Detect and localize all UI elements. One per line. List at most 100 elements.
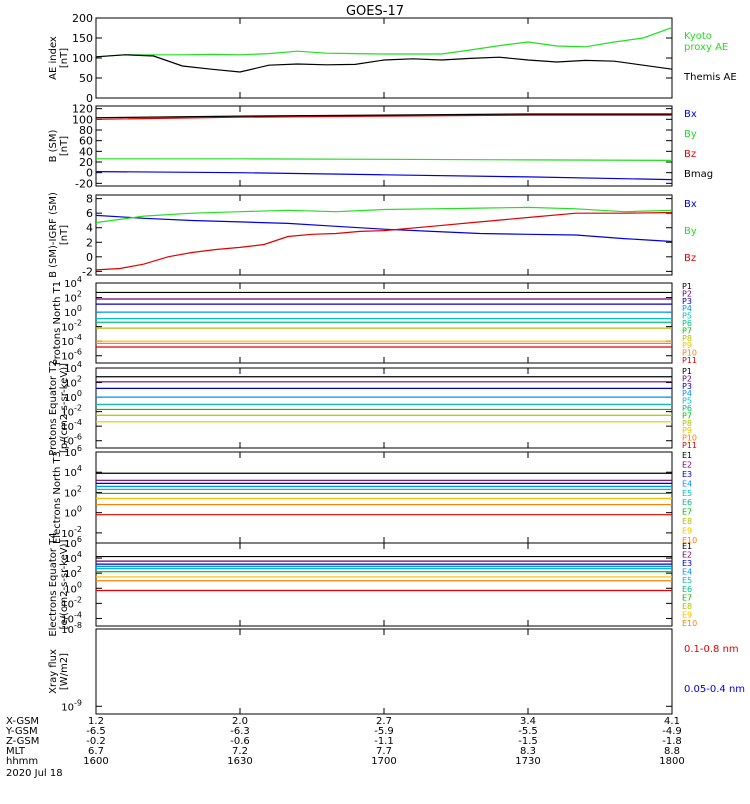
pn-ytick-label: 104 — [64, 275, 82, 290]
bigrf-legend-bx: Bx — [684, 199, 697, 210]
xray-legend-short: 0.05-0.4 nm — [684, 684, 745, 695]
ee-legend-e9: E9 — [682, 610, 692, 619]
xaxis-value: 1.2 — [88, 716, 104, 727]
pe-ylabel-units: [p/(cm2-s-sr-keV)] — [59, 363, 70, 453]
bsm-ytick-label: 40 — [79, 145, 93, 158]
ee-legend-e8: E8 — [682, 602, 692, 611]
bigrf-ytick-label: -2 — [82, 265, 93, 278]
bsm-legend-bmag: Bmag — [684, 169, 713, 180]
pe-legend-p9: P9 — [682, 426, 692, 435]
bsm-legend-bz: Bz — [684, 149, 696, 160]
pn-ylabel: Protons North T1 — [52, 281, 63, 365]
xaxis-row-label: MLT — [6, 746, 26, 757]
xray-ytick-label: 10-9 — [61, 698, 82, 713]
pe-legend-p1: P1 — [682, 367, 692, 376]
en-legend-e8: E8 — [682, 517, 692, 526]
ee-legend-e10: E10 — [682, 619, 697, 628]
pe-legend-p3: P3 — [682, 382, 692, 391]
pn-legend-p4: P4 — [682, 304, 692, 313]
xaxis-value: -0.2 — [86, 736, 106, 747]
bsm-series-bmag — [95, 113, 672, 119]
ee-legend-e4: E4 — [682, 568, 692, 577]
ee-legend-e2: E2 — [682, 551, 692, 560]
xaxis-value: -5.5 — [518, 726, 538, 737]
bsm-series-bz — [95, 114, 672, 120]
ae-series-kyoto-proxy-ae — [95, 27, 673, 58]
pe-ylabel: Protons Equator T2 — [48, 360, 59, 456]
bsm-ytick-label: 0 — [86, 167, 93, 180]
bigrf-ytick-label: 0 — [86, 251, 93, 264]
bsm-ytick-label: 20 — [79, 156, 93, 169]
xaxis-value: 1700 — [371, 756, 396, 767]
pn-ytick-label: 100 — [64, 304, 82, 319]
bigrf-ytick-label: 2 — [86, 236, 93, 249]
bigrf-ytick-label: 8 — [86, 193, 93, 206]
ae-legend-themis: Themis AE — [683, 72, 737, 83]
pe-legend-p5: P5 — [682, 397, 692, 406]
ee-ylabel: Electrons Equator T4 — [48, 532, 59, 636]
xaxis-value: -6.5 — [86, 726, 106, 737]
bsm-ylabel-units: [nT] — [59, 136, 70, 156]
en-ytick-label: 100 — [64, 505, 82, 520]
en-legend-e10: E10 — [682, 536, 697, 545]
xaxis-value: 3.4 — [520, 716, 536, 727]
xray-ylabel-units: [W/m2] — [59, 653, 70, 690]
ae-legend-kyoto: Kyoto — [684, 31, 712, 42]
pe-legend-p7: P7 — [682, 411, 692, 420]
en-ytick-label: 102 — [64, 484, 82, 499]
pn-legend-p6: P6 — [682, 319, 692, 328]
xaxis-value: 2.0 — [232, 716, 248, 727]
xaxis-value: 8.8 — [664, 746, 680, 757]
en-legend-e1: E1 — [682, 451, 692, 460]
pn-ytick-label: 10-4 — [61, 333, 82, 348]
xaxis-value: -6.3 — [230, 726, 250, 737]
pe-legend-p6: P6 — [682, 404, 692, 413]
xaxis-value: -1.8 — [662, 736, 682, 747]
ae-ytick-label: 200 — [72, 12, 93, 25]
xaxis-value: 1630 — [227, 756, 252, 767]
xaxis-value: 6.7 — [88, 746, 104, 757]
xaxis-row-label: X-GSM — [6, 716, 39, 727]
xaxis-value: 2.7 — [376, 716, 392, 727]
xaxis-value: 1730 — [515, 756, 540, 767]
pn-legend-p11: P11 — [682, 356, 697, 365]
bigrf-ytick-label: 4 — [86, 222, 93, 235]
en-legend-e6: E6 — [682, 498, 692, 507]
pe-legend-p10: P10 — [682, 434, 697, 443]
en-legend-e9: E9 — [682, 527, 692, 536]
pn-legend-p9: P9 — [682, 341, 692, 350]
xaxis-value: -1.5 — [518, 736, 538, 747]
xray-legend-long: 0.1-0.8 nm — [684, 644, 739, 655]
en-legend-e5: E5 — [682, 489, 692, 498]
xaxis-value: 8.3 — [520, 746, 536, 757]
en-legend-e7: E7 — [682, 508, 692, 517]
bigrf-frame — [95, 194, 673, 276]
bigrf-ylabel: B (SM)-IGRF (SM) — [48, 192, 59, 278]
pn-legend-p8: P8 — [682, 334, 692, 343]
bsm-ytick-label: 80 — [79, 124, 93, 137]
bigrf-series-bx — [95, 214, 673, 243]
bigrf-series-bz — [95, 211, 673, 271]
bsm-legend-bx: Bx — [684, 109, 697, 120]
en-legend-e4: E4 — [682, 479, 692, 488]
ee-ylabel-units: [e/(cm2-s-sr-keV)] — [59, 539, 70, 629]
pn-frame — [95, 282, 673, 364]
xaxis-value: 7.2 — [232, 746, 248, 757]
pe-legend-p8: P8 — [682, 419, 692, 428]
xaxis-value: 7.7 — [376, 746, 392, 757]
ae-ytick-label: 50 — [79, 72, 93, 85]
ae-ytick-label: 150 — [72, 32, 93, 45]
bsm-legend-by: By — [684, 129, 697, 140]
date-label: 2020 Jul 18 — [6, 768, 63, 779]
bsm-ytick-label: 120 — [72, 103, 93, 116]
en-legend-e3: E3 — [682, 470, 692, 479]
pe-frame — [95, 367, 673, 449]
xaxis-row-label: Y-GSM — [5, 726, 38, 737]
ae-frame — [95, 17, 673, 99]
bsm-ylabel: B (SM) — [48, 129, 59, 162]
en-legend-e2: E2 — [682, 460, 692, 469]
bsm-series-bx — [95, 171, 673, 181]
bigrf-legend-bz: Bz — [684, 253, 696, 264]
xaxis-value: -1.1 — [374, 736, 394, 747]
